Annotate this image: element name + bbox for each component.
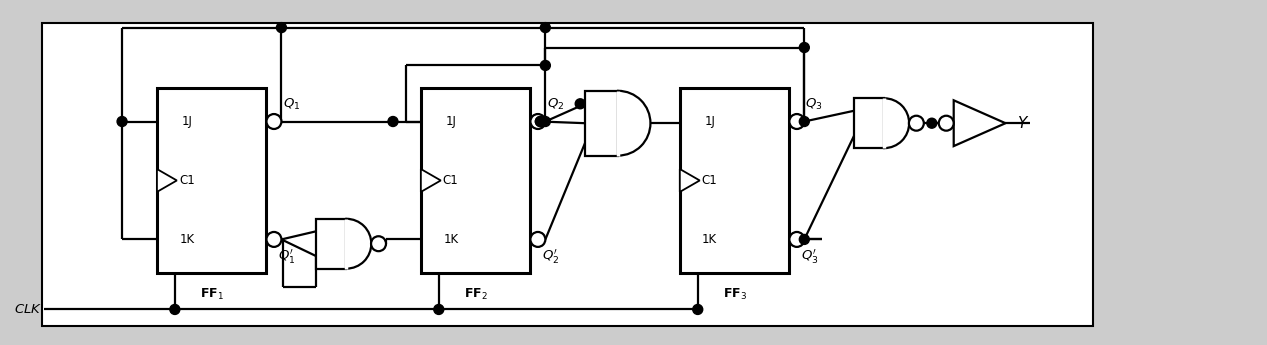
Text: C1: C1 bbox=[179, 174, 195, 187]
Polygon shape bbox=[421, 169, 441, 192]
Text: 1J: 1J bbox=[704, 115, 715, 128]
Text: 1J: 1J bbox=[181, 115, 193, 128]
Polygon shape bbox=[954, 100, 1006, 146]
Text: $Q_1'$: $Q_1'$ bbox=[277, 247, 295, 265]
Circle shape bbox=[693, 305, 703, 314]
Bar bbox=[421, 88, 531, 273]
Circle shape bbox=[388, 117, 398, 127]
Text: $Q_3$: $Q_3$ bbox=[806, 97, 824, 112]
Wedge shape bbox=[884, 98, 910, 148]
Polygon shape bbox=[680, 169, 699, 192]
Bar bbox=[157, 88, 266, 273]
Circle shape bbox=[939, 116, 954, 131]
Circle shape bbox=[117, 117, 127, 127]
Text: $Q_2'$: $Q_2'$ bbox=[542, 247, 559, 265]
Text: 1K: 1K bbox=[443, 233, 459, 246]
Text: C1: C1 bbox=[702, 174, 717, 187]
Circle shape bbox=[541, 117, 550, 127]
Circle shape bbox=[276, 23, 286, 32]
Circle shape bbox=[266, 114, 281, 129]
Circle shape bbox=[927, 118, 936, 128]
Text: FF$_3$: FF$_3$ bbox=[722, 287, 746, 302]
Text: 1K: 1K bbox=[179, 233, 194, 246]
Circle shape bbox=[536, 117, 545, 127]
Bar bbox=[854, 98, 884, 148]
Circle shape bbox=[799, 117, 810, 127]
Bar bbox=[585, 91, 618, 156]
Text: $CLK$: $CLK$ bbox=[14, 303, 42, 316]
Circle shape bbox=[531, 232, 545, 247]
Circle shape bbox=[789, 114, 805, 129]
Text: $Q_3'$: $Q_3'$ bbox=[801, 247, 818, 265]
Text: 1K: 1K bbox=[702, 233, 717, 246]
Text: $Y$: $Y$ bbox=[1017, 115, 1030, 131]
Circle shape bbox=[541, 60, 550, 70]
Bar bbox=[317, 219, 346, 269]
Text: $Q_1$: $Q_1$ bbox=[283, 97, 300, 112]
Circle shape bbox=[266, 232, 281, 247]
Circle shape bbox=[789, 232, 805, 247]
Circle shape bbox=[531, 114, 545, 129]
Text: FF$_1$: FF$_1$ bbox=[200, 287, 224, 302]
Circle shape bbox=[433, 305, 443, 314]
Text: 1J: 1J bbox=[445, 115, 456, 128]
Wedge shape bbox=[618, 91, 650, 156]
Polygon shape bbox=[157, 169, 177, 192]
Text: C1: C1 bbox=[443, 174, 459, 187]
Circle shape bbox=[908, 116, 924, 131]
Circle shape bbox=[799, 235, 810, 244]
Circle shape bbox=[575, 99, 585, 109]
Circle shape bbox=[541, 23, 550, 32]
Bar bbox=[42, 23, 1093, 326]
Text: $Q_2$: $Q_2$ bbox=[546, 97, 564, 112]
Circle shape bbox=[536, 117, 545, 127]
Circle shape bbox=[371, 236, 386, 251]
Wedge shape bbox=[346, 219, 371, 269]
Text: FF$_2$: FF$_2$ bbox=[464, 287, 488, 302]
Circle shape bbox=[799, 42, 810, 52]
Circle shape bbox=[170, 305, 180, 314]
Bar bbox=[680, 88, 789, 273]
